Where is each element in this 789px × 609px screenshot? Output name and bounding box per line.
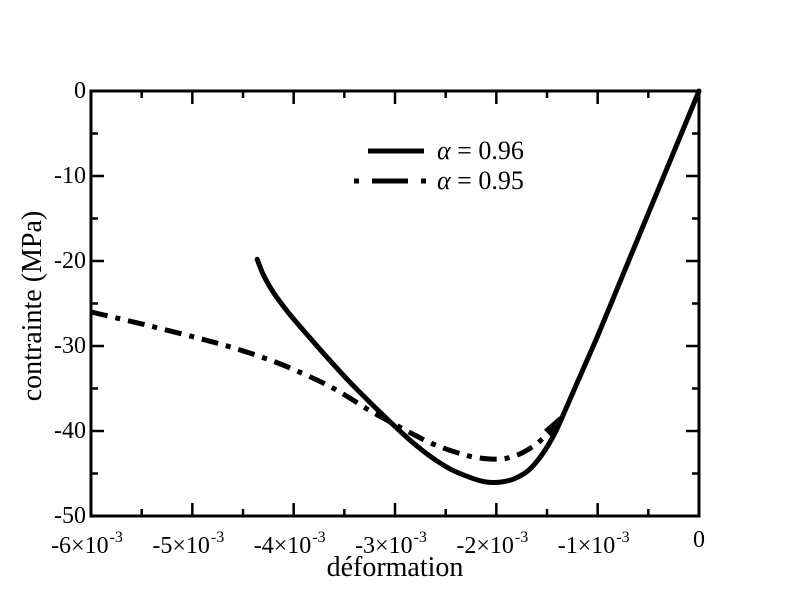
legend-entry-alpha-096: α = 0.96 — [352, 136, 524, 166]
x-axis-title: déformation — [326, 552, 464, 583]
legend-dashdot-line-sample — [354, 178, 426, 184]
x-tick-label: -5×10-3 — [152, 529, 225, 559]
x-tick-label: -2×10-3 — [456, 529, 529, 559]
x-tick-label: 0 — [693, 527, 705, 553]
legend: α = 0.96 α = 0.95 — [352, 136, 524, 196]
x-tick-label: -4×10-3 — [253, 529, 326, 559]
legend-label-alpha-096: α = 0.96 — [437, 136, 524, 165]
legend-solid-line-sample — [368, 148, 424, 154]
legend-entry-alpha-095: α = 0.95 — [352, 166, 524, 196]
x-tick-label: -3×10-3 — [355, 529, 427, 559]
curve-alpha-096 — [254, 88, 702, 485]
legend-label-alpha-095: α = 0.95 — [437, 166, 524, 195]
curve-alpha-095 — [90, 309, 549, 462]
x-tick-label: -1×10-3 — [557, 529, 630, 559]
y-axis-title: contrainte (MPa) — [17, 210, 48, 402]
x-tick-label: -6×10-3 — [51, 529, 123, 559]
y-tick-label: -30 — [54, 333, 86, 359]
y-tick-label: 0 — [74, 78, 86, 104]
direction-arrowhead — [543, 415, 560, 437]
y-tick-label: -40 — [54, 418, 86, 444]
y-tick-label: -10 — [54, 163, 86, 189]
y-tick-label: -50 — [54, 503, 86, 529]
y-tick-label: -20 — [54, 248, 86, 274]
